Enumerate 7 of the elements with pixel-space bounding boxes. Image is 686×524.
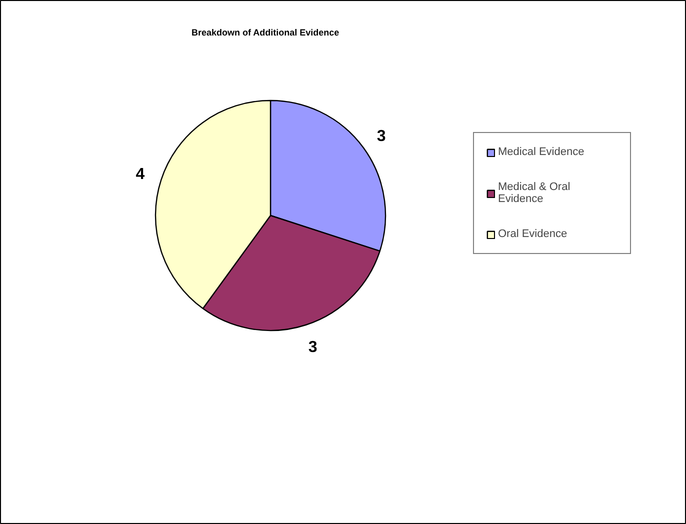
data-label: 3 [376, 128, 386, 145]
data-label: 4 [136, 166, 145, 184]
legend-label: Medical & Oral Evidence [498, 181, 572, 205]
legend-label: Medical Evidence [498, 145, 586, 159]
chart-title: Breakdown of Additional Evidence [191, 28, 340, 38]
data-label: 3 [308, 338, 318, 356]
legend-label: Oral Evidence [498, 227, 568, 241]
